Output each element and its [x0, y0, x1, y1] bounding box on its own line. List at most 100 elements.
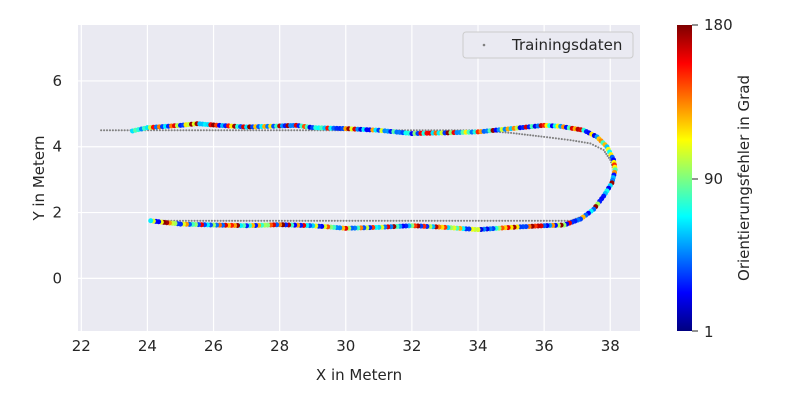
training-point	[560, 138, 563, 141]
x-tick-label: 38	[601, 337, 620, 355]
training-point	[363, 219, 366, 222]
training-point	[301, 219, 304, 222]
training-point	[418, 129, 421, 132]
training-point	[439, 219, 442, 222]
training-point	[504, 131, 507, 134]
training-point	[551, 136, 554, 140]
training-point	[339, 219, 342, 222]
training-point	[404, 219, 407, 222]
training-point	[277, 219, 280, 222]
training-point	[274, 219, 278, 222]
training-point	[360, 219, 363, 222]
training-point	[474, 219, 477, 222]
training-point	[368, 219, 372, 222]
training-point	[460, 219, 463, 222]
training-point	[255, 129, 258, 132]
training-point	[266, 129, 270, 132]
training-point	[463, 219, 466, 222]
x-tick-labels: 22 24 26 28 30 32 34 36 38	[72, 337, 620, 355]
colorbar-tick-label-mid: 90	[704, 170, 723, 188]
training-point	[111, 129, 114, 132]
training-point	[586, 141, 589, 145]
training-point	[345, 219, 348, 222]
training-point	[578, 140, 581, 143]
training-point	[114, 129, 117, 132]
training-point	[187, 219, 190, 222]
training-point	[196, 129, 200, 132]
training-point	[457, 219, 460, 222]
training-point	[307, 129, 310, 132]
training-point	[427, 219, 430, 222]
training-point	[222, 219, 225, 222]
training-point	[409, 129, 412, 132]
training-point	[389, 219, 392, 222]
training-point	[275, 129, 278, 132]
x-tick-label: 30	[336, 337, 355, 355]
training-point	[498, 219, 501, 222]
training-point	[179, 219, 182, 222]
training-point	[536, 219, 539, 222]
training-point	[152, 129, 156, 132]
y-tick-label: 6	[52, 72, 62, 90]
x-tick-label: 22	[72, 337, 91, 355]
training-point	[269, 219, 272, 222]
training-point	[540, 135, 543, 138]
training-point	[504, 219, 507, 222]
training-point	[284, 129, 287, 132]
training-point	[563, 138, 566, 141]
training-point	[518, 219, 522, 222]
training-point	[330, 219, 333, 222]
training-point	[526, 133, 529, 136]
training-point	[126, 129, 129, 132]
training-point	[521, 133, 524, 136]
training-point	[167, 129, 170, 132]
training-point	[413, 219, 416, 222]
training-point	[374, 219, 377, 222]
training-point	[231, 219, 234, 222]
training-point	[602, 148, 605, 152]
training-point	[324, 219, 327, 222]
training-point	[366, 219, 369, 222]
training-point	[563, 219, 566, 222]
training-point	[184, 219, 187, 222]
training-point	[421, 129, 424, 132]
training-point	[545, 219, 548, 222]
training-point	[299, 129, 302, 132]
training-point	[117, 129, 120, 132]
y-tick-label: 0	[52, 269, 62, 287]
training-point	[263, 219, 266, 222]
training-point	[501, 219, 504, 222]
training-point	[507, 131, 510, 134]
training-point	[214, 129, 217, 132]
training-point	[269, 129, 272, 132]
training-point	[415, 129, 418, 132]
training-point	[351, 219, 354, 222]
training-point	[518, 132, 521, 135]
training-point	[566, 138, 569, 141]
training-point	[398, 219, 401, 222]
training-point	[237, 129, 240, 132]
training-point	[430, 129, 433, 132]
training-point	[191, 129, 194, 132]
training-point	[407, 219, 410, 222]
training-point	[213, 219, 216, 222]
training-point	[480, 219, 483, 222]
training-point	[551, 219, 554, 222]
training-point	[182, 129, 185, 132]
x-tick-label: 34	[468, 337, 487, 355]
x-tick-label: 28	[270, 337, 289, 355]
training-point	[606, 154, 609, 158]
training-point	[249, 129, 252, 132]
training-point	[524, 219, 527, 222]
training-point	[392, 219, 395, 222]
training-point	[333, 219, 336, 222]
training-point	[534, 134, 537, 137]
training-point	[170, 129, 173, 132]
training-point	[530, 219, 533, 222]
training-point	[100, 129, 103, 132]
training-point	[295, 219, 298, 222]
training-point	[543, 135, 546, 138]
training-point	[258, 129, 261, 132]
training-point	[489, 219, 492, 222]
